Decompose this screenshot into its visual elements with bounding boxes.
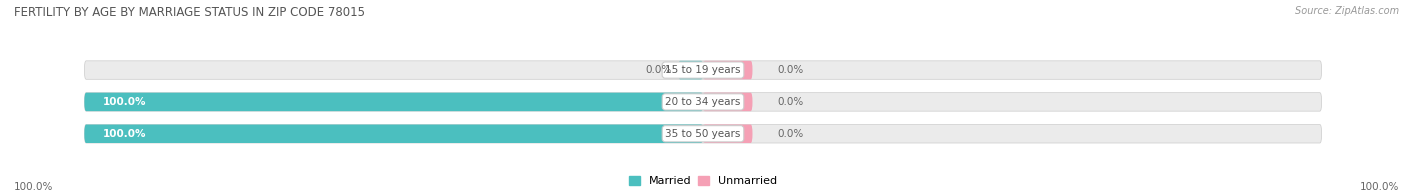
- Legend: Married, Unmarried: Married, Unmarried: [624, 171, 782, 191]
- Text: 100.0%: 100.0%: [103, 129, 146, 139]
- Text: 0.0%: 0.0%: [778, 97, 803, 107]
- FancyBboxPatch shape: [703, 61, 752, 79]
- Text: 100.0%: 100.0%: [14, 182, 53, 192]
- FancyBboxPatch shape: [703, 124, 752, 143]
- FancyBboxPatch shape: [84, 124, 703, 143]
- Text: 0.0%: 0.0%: [778, 65, 803, 75]
- Text: FERTILITY BY AGE BY MARRIAGE STATUS IN ZIP CODE 78015: FERTILITY BY AGE BY MARRIAGE STATUS IN Z…: [14, 6, 366, 19]
- Text: 0.0%: 0.0%: [778, 129, 803, 139]
- Text: Source: ZipAtlas.com: Source: ZipAtlas.com: [1295, 6, 1399, 16]
- FancyBboxPatch shape: [703, 93, 752, 111]
- FancyBboxPatch shape: [84, 93, 703, 111]
- FancyBboxPatch shape: [84, 61, 1322, 79]
- Text: 100.0%: 100.0%: [103, 97, 146, 107]
- FancyBboxPatch shape: [84, 124, 1322, 143]
- Text: 35 to 50 years: 35 to 50 years: [665, 129, 741, 139]
- FancyBboxPatch shape: [678, 61, 703, 79]
- Text: 0.0%: 0.0%: [645, 65, 672, 75]
- Text: 100.0%: 100.0%: [1360, 182, 1399, 192]
- Text: 15 to 19 years: 15 to 19 years: [665, 65, 741, 75]
- FancyBboxPatch shape: [84, 93, 1322, 111]
- Text: 20 to 34 years: 20 to 34 years: [665, 97, 741, 107]
